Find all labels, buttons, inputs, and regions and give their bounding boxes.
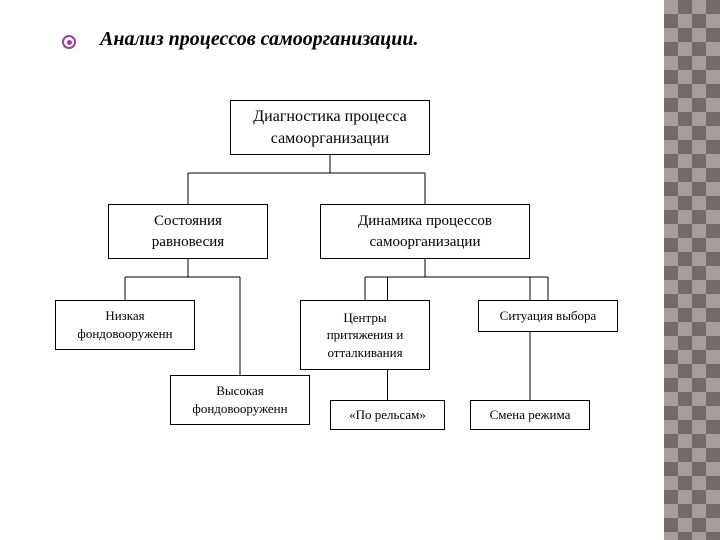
page-title: Анализ процессов самоорганизации. <box>100 28 419 51</box>
node-root: Диагностика процессасамоорганизации <box>230 100 430 155</box>
node-l1: Низкаяфондовооруженн <box>55 300 195 350</box>
node-r1b: Смена режима <box>470 400 590 430</box>
node-r1a: «По рельсам» <box>330 400 445 430</box>
node-l2: Высокаяфондовооруженн <box>170 375 310 425</box>
node-right: Динамика процессовсамоорганизации <box>320 204 530 259</box>
diagram-connectors <box>0 0 720 540</box>
node-left: Состоянияравновесия <box>108 204 268 259</box>
node-r2: Ситуация выбора <box>478 300 618 332</box>
node-r1: Центрыпритяжения иотталкивания <box>300 300 430 370</box>
bullet-icon <box>62 35 76 49</box>
decorative-checker-strip <box>664 0 720 540</box>
